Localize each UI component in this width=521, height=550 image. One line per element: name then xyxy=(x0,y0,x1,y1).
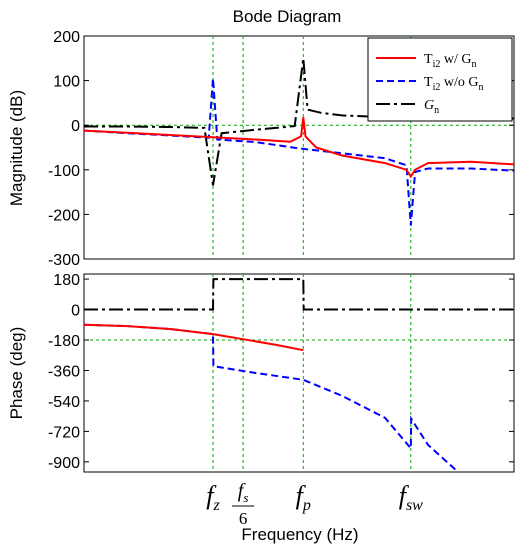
svg-text:6: 6 xyxy=(239,509,248,528)
freq-label-fsw: fsw xyxy=(399,481,423,514)
legend: Ti2 w/ Gn Ti2 w/o Gn Gn xyxy=(367,37,513,122)
freq-label-fz: fz xyxy=(206,481,220,514)
svg-text:fp: fp xyxy=(296,481,311,514)
magnitude-ytick-label: -200 xyxy=(48,207,80,224)
phase-series-ti2-w-gn xyxy=(84,323,304,352)
magnitude-ytick-label: 200 xyxy=(53,29,80,46)
magnitude-ytick-label: -100 xyxy=(48,163,80,180)
magnitude-ylabel: Magnitude (dB) xyxy=(7,90,26,206)
magnitude-series-ti2-w-gn xyxy=(84,117,514,179)
phase-series-ti2-w-o-gn xyxy=(84,323,459,472)
svg-text:fz: fz xyxy=(206,481,220,514)
legend-box xyxy=(367,37,513,122)
magnitude-ytick-label: 0 xyxy=(71,118,80,135)
phase-ytick-label: -360 xyxy=(48,363,80,380)
phase-plot-area xyxy=(83,273,515,473)
phase-ytick-label: 0 xyxy=(71,303,80,320)
phase-ytick-label: -900 xyxy=(48,455,80,472)
phase-series-gn xyxy=(84,278,514,311)
legend-label-gn: Gn xyxy=(424,98,439,116)
magnitude-series-gn xyxy=(84,58,514,186)
phase-ylabel: Phase (deg) xyxy=(7,327,26,420)
phase-ytick-label: -180 xyxy=(48,333,80,350)
phase-panel: 180 0 -180 -360 -540 -720 -900 Phase (deg) xyxy=(7,272,515,473)
freq-label-fs6: fs 6 xyxy=(232,480,255,528)
svg-text:fsw: fsw xyxy=(399,481,423,514)
svg-text:fs: fs xyxy=(238,480,249,505)
chart-title: Bode Diagram xyxy=(233,7,342,26)
freq-label-fp: fp xyxy=(296,481,311,514)
phase-ytick-label: -540 xyxy=(48,394,80,411)
phase-ytick-label: 180 xyxy=(53,272,80,289)
legend-label-ti2-with-gn: Ti2 w/ Gn xyxy=(424,52,476,70)
legend-label-ti2-without-gn: Ti2 w/o Gn xyxy=(424,75,483,93)
magnitude-ytick-label: 100 xyxy=(53,74,80,91)
magnitude-ytick-label: -300 xyxy=(48,252,80,269)
x-axis-label: Frequency (Hz) xyxy=(241,525,358,544)
phase-ytick-label: -720 xyxy=(48,424,80,441)
